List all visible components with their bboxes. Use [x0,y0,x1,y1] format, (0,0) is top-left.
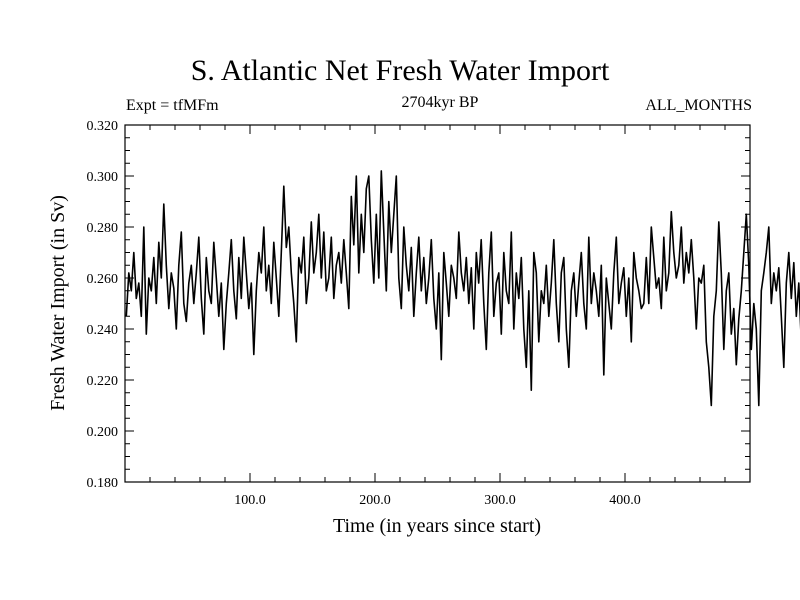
y-tick-label: 0.180 [87,476,119,491]
chart-title: S. Atlantic Net Fresh Water Import [190,54,610,87]
period-label: 2704kyr BP [401,94,479,111]
series-line [125,170,800,407]
y-axis-tick-labels: 0.180 0.200 0.220 0.240 0.260 0.280 0.300 0.320 [87,119,119,491]
x-tick-label: 300.0 [484,493,516,508]
y-tick-label: 0.300 [87,170,119,185]
y-tick-label: 0.280 [87,221,119,236]
y-tick-label: 0.240 [87,323,119,338]
x-axis-title: Time (in years since start) [333,515,541,537]
y-tick-label: 0.220 [87,374,119,389]
y-tick-label: 0.260 [87,272,119,287]
x-tick-label: 200.0 [359,493,391,508]
y-tick-label: 0.320 [87,119,119,134]
plot-frame [124,124,751,483]
x-tick-label: 100.0 [234,493,266,508]
months-label: ALL_MONTHS [645,97,752,114]
y-axis-title: Fresh Water Import (in Sv) [47,195,69,411]
x-tick-label: 400.0 [609,493,641,508]
x-axis-tick-labels: 100.0 200.0 300.0 400.0 [234,493,641,508]
x-axis-ticks [124,125,751,482]
experiment-label: Expt = tfMFm [126,97,219,114]
y-tick-label: 0.200 [87,425,119,440]
